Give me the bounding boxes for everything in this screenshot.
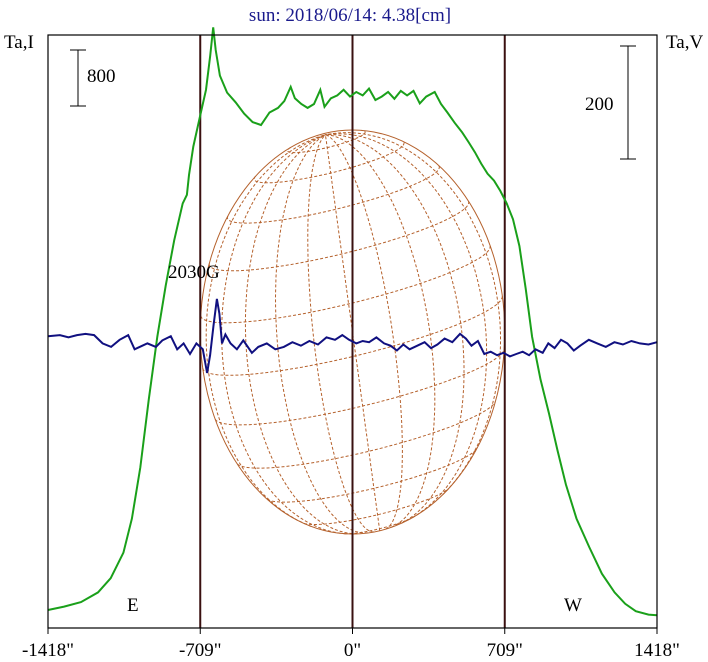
scale-bar-left (70, 49, 86, 107)
disk-grid-line (267, 448, 477, 503)
limb-markers (199, 35, 506, 628)
disk-grid-line (307, 134, 374, 533)
disk-grid-line (303, 488, 450, 525)
scale-bar-right-label: 200 (585, 94, 614, 115)
disk-grid-line (325, 133, 488, 519)
disk-grid-line (274, 134, 369, 534)
disk-grid-line (325, 132, 501, 496)
solar-disk-grid (199, 129, 506, 535)
series-lines (47, 27, 658, 617)
disk-grid-line (324, 134, 381, 531)
disk-grid-line (325, 133, 465, 524)
left-axis-label: Ta,I (4, 32, 34, 53)
disk-grid-line (344, 516, 414, 535)
series-line-polarization (47, 298, 658, 374)
disk-grid-line (221, 134, 346, 535)
series-line-intensity (47, 27, 658, 617)
x-tick-label: -1418" (22, 640, 74, 661)
disk-grid-line (208, 200, 470, 272)
right-axis-label: Ta,V (666, 32, 703, 53)
disk-grid-line (287, 129, 366, 154)
disk-grid-line (202, 295, 503, 376)
disk-grid-line (214, 349, 505, 426)
x-tick-label: 709" (487, 640, 523, 661)
x-axis-ticks: -1418" -709" 0" 709" 1418" (22, 628, 680, 661)
disk-grid-line (236, 401, 496, 469)
disk-grid-line (200, 245, 491, 324)
chart-title: sun: 2018/06/14: 4.38[cm] (249, 5, 451, 26)
disk-grid-line (226, 165, 440, 224)
disk-grid-line (325, 134, 436, 528)
scale-bar-right (620, 45, 636, 160)
x-tick-label: 0" (344, 640, 361, 661)
disk-grid-line (205, 134, 326, 527)
active-region-label: 2030G (168, 262, 220, 283)
x-tick-label: -709" (179, 640, 222, 661)
limb-label-east: E (127, 595, 139, 616)
x-tick-label: 1418" (634, 640, 680, 661)
disk-grid-line (253, 140, 405, 184)
limb-label-west: W (564, 595, 582, 616)
disk-grid-line (325, 134, 403, 530)
disk-grid-line (244, 134, 358, 535)
scale-bar-left-label: 800 (87, 66, 116, 87)
